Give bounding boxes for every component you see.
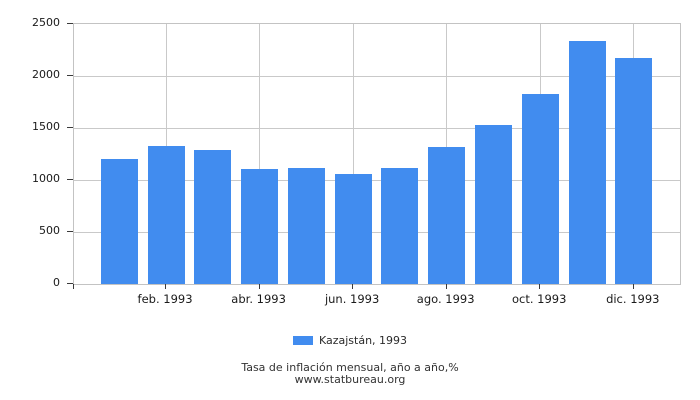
h-gridline (74, 75, 680, 77)
plot-area (73, 23, 681, 285)
y-tick-mark (67, 75, 73, 76)
x-tick-label: feb. 1993 (137, 292, 193, 306)
x-tick-mark (258, 284, 260, 289)
bar (100, 159, 138, 284)
chart-title: Tasa de inflación mensual, año a año,% (241, 361, 459, 374)
bar (521, 93, 559, 284)
chart-source-url: www.statbureau.org (294, 373, 406, 386)
bar (287, 168, 325, 284)
y-tick-mark (67, 179, 73, 180)
bar (194, 150, 232, 284)
bar (381, 168, 419, 284)
y-tick-mark (67, 127, 73, 128)
v-gridline (259, 24, 261, 284)
v-gridline (352, 24, 354, 284)
y-tick-mark (67, 23, 73, 24)
y-tick-label: 1500 (32, 120, 60, 133)
x-tick-mark (632, 284, 634, 289)
y-tick-label: 2000 (32, 68, 60, 81)
legend: Kazajstán, 1993 (0, 334, 700, 347)
legend-series-label: Kazajstán, 1993 (318, 334, 408, 347)
x-tick-label: abr. 1993 (231, 292, 286, 306)
y-tick-label: 500 (39, 224, 60, 237)
x-tick-label: jun. 1993 (324, 292, 380, 306)
x-tick-label: oct. 1993 (511, 292, 567, 306)
bar (615, 57, 653, 284)
x-tick-mark (73, 284, 74, 289)
title-block: Tasa de inflación mensual, año a año,% w… (0, 361, 700, 386)
x-tick-label: dic. 1993 (606, 292, 660, 306)
x-tick-mark (165, 284, 167, 289)
h-gridline (74, 179, 680, 181)
y-tick-label: 2500 (32, 16, 60, 29)
bar (474, 125, 512, 284)
bar (334, 173, 372, 284)
h-gridline (74, 127, 680, 129)
x-tick-mark (445, 284, 447, 289)
bar (428, 147, 466, 284)
bar (241, 169, 279, 284)
y-tick-mark (67, 283, 73, 284)
x-tick-label: ago. 1993 (416, 292, 475, 306)
bar (147, 145, 185, 284)
y-tick-mark (67, 231, 73, 232)
bar (568, 41, 606, 284)
y-tick-label: 1000 (32, 172, 60, 185)
x-tick-mark (539, 284, 541, 289)
y-tick-label: 0 (53, 276, 60, 289)
legend-swatch (292, 336, 313, 345)
h-gridline (74, 231, 680, 233)
x-tick-mark (352, 284, 354, 289)
